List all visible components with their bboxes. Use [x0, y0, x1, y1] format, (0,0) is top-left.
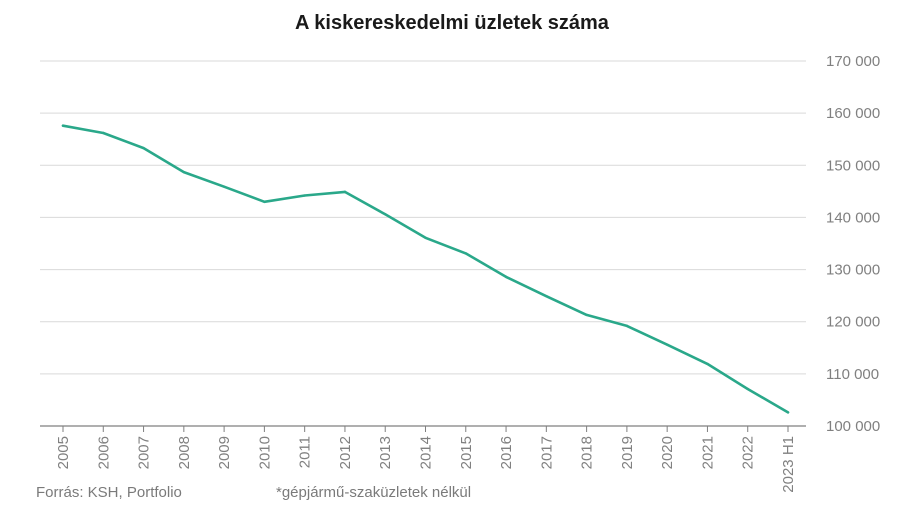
x-tick-label: 2006: [95, 436, 112, 469]
x-tick-label: 2021: [699, 436, 716, 469]
x-tick-label: 2009: [216, 436, 233, 469]
x-axis: [40, 425, 806, 432]
x-tick-label: 2019: [619, 436, 636, 469]
source-note: Forrás: KSH, Portfolio: [36, 484, 182, 501]
footnote: *gépjármű-szaküzletek nélkül: [276, 484, 472, 501]
data-point: [61, 124, 65, 127]
data-point: [585, 313, 588, 317]
data-point: [625, 324, 629, 328]
y-axis-labels: 100 000 110 000 120 000 130 000 140 000 150 0…: [826, 53, 880, 435]
gridlines: [40, 60, 806, 375]
x-tick-label: 2017: [538, 436, 555, 469]
data-point: [142, 146, 145, 150]
x-tick-label: 2018: [579, 436, 596, 469]
x-tick-label: 2012: [337, 436, 354, 469]
data-point: [384, 213, 387, 216]
x-tick-label: 2016: [498, 436, 515, 469]
data-point: [665, 343, 669, 346]
y-tick-label: 130 000: [826, 262, 880, 279]
x-tick-label: 2005: [55, 436, 72, 469]
data-point: [303, 194, 306, 197]
x-tick-label: 2010: [256, 436, 273, 469]
x-tick-label: 2007: [136, 436, 153, 469]
x-tick-label: 2008: [176, 436, 193, 469]
y-tick-label: 160 000: [826, 105, 880, 122]
data-point: [424, 236, 427, 239]
x-tick-label: 2022: [740, 436, 757, 469]
y-tick-label: 110 000: [826, 366, 879, 383]
x-tick-label: 2020: [659, 436, 676, 469]
y-tick-label: 140 000: [826, 209, 880, 226]
y-tick-label: 100 000: [826, 418, 880, 435]
series-line: [61, 124, 790, 414]
data-point: [263, 200, 266, 203]
x-tick-label: 2015: [458, 436, 475, 469]
y-tick-label: 120 000: [826, 314, 880, 331]
data-point: [102, 131, 105, 135]
x-axis-labels: 2005 2006 2007 2008 2009 2010 2011 2012 2013 2014…: [55, 436, 797, 493]
y-tick-label: 150 000: [826, 157, 880, 174]
data-point: [504, 275, 508, 279]
series-group: [61, 124, 790, 414]
data-point: [786, 411, 790, 414]
data-point: [464, 252, 467, 255]
x-tick-label: 2014: [418, 436, 435, 469]
data-point: [343, 190, 347, 194]
data-point: [222, 185, 226, 188]
x-tick-label: 2011: [297, 436, 314, 468]
data-point: [182, 170, 186, 174]
x-tick-label: 2023 H1: [780, 436, 797, 493]
x-tick-label: 2013: [377, 436, 394, 469]
chart-title: A kiskereskedelmi üzletek száma: [295, 12, 609, 34]
data-point: [706, 362, 709, 366]
y-tick-label: 170 000: [826, 53, 880, 70]
data-point: [545, 294, 548, 298]
data-point: [746, 387, 749, 391]
